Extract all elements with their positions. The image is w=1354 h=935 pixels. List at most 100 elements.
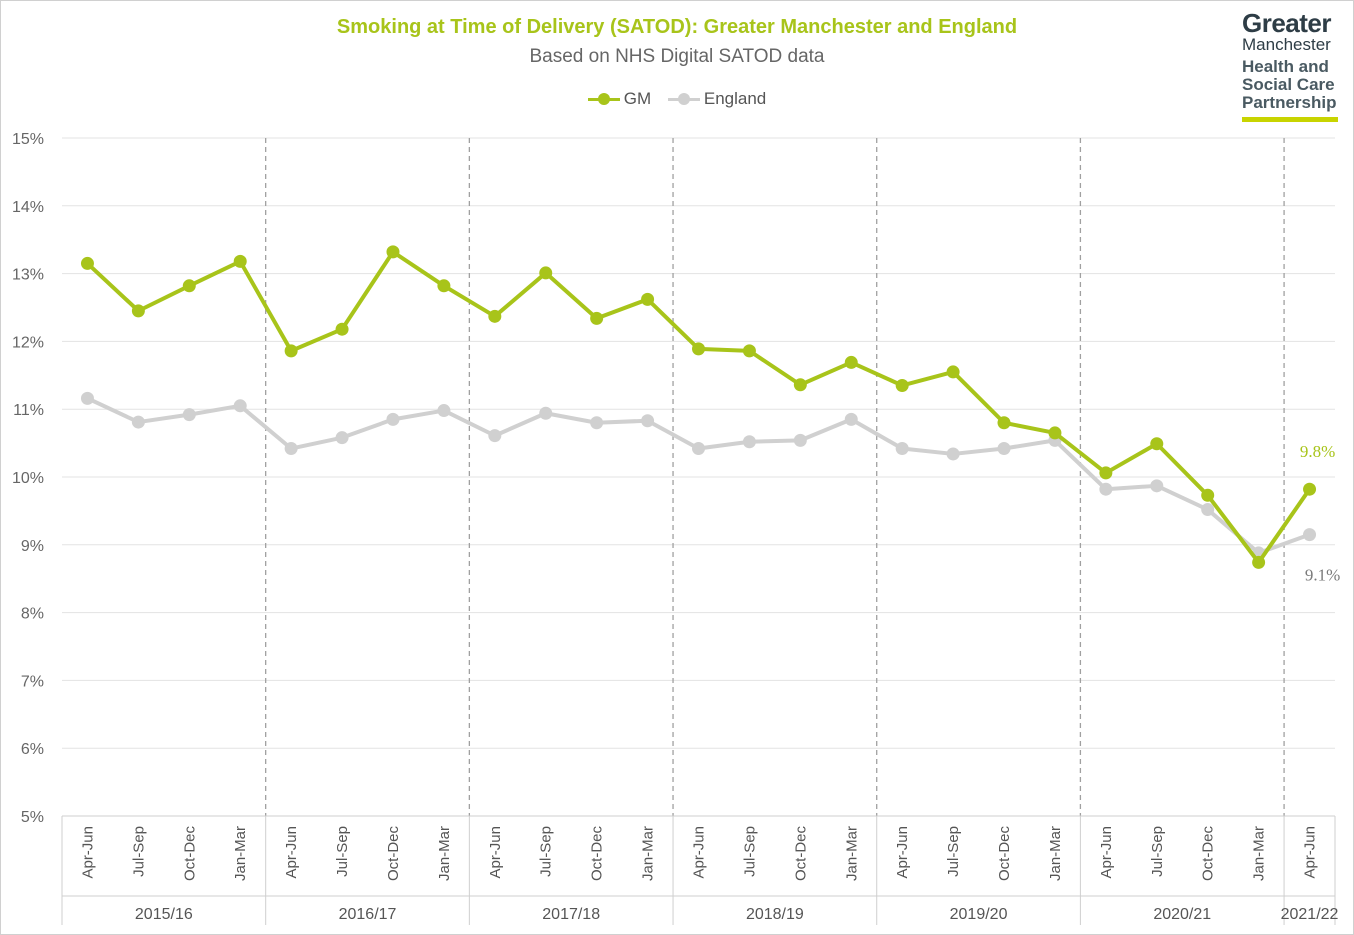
- data-point-gm: [590, 311, 604, 325]
- logo-text-greater: Greater: [1242, 8, 1332, 38]
- logo-text-social: Social Care: [1242, 75, 1335, 94]
- y-tick-label: 7%: [21, 673, 44, 690]
- data-point-gm: [844, 355, 858, 369]
- x-tick-label: Apr-Jun: [283, 826, 300, 879]
- x-tick-label: Jul-Sep: [538, 826, 555, 877]
- data-point-england: [80, 391, 94, 405]
- data-point-gm: [641, 292, 655, 306]
- logo-text-health: Health and: [1242, 57, 1329, 76]
- data-point-gm: [437, 279, 451, 293]
- data-point-gm: [386, 245, 400, 259]
- x-tick-label: Jul-Sep: [334, 826, 351, 877]
- data-point-england: [386, 412, 400, 426]
- data-point-england: [182, 408, 196, 422]
- data-point-england: [284, 442, 298, 456]
- end-label-england: 9.1%: [1305, 566, 1340, 585]
- x-tick-label: Apr-Jun: [1098, 826, 1115, 879]
- x-tick-label: Jul-Sep: [130, 826, 147, 877]
- data-point-england: [997, 442, 1011, 456]
- legend-item-gm[interactable]: GM: [587, 89, 651, 109]
- data-point-gm: [539, 266, 553, 280]
- x-tick-label: Oct-Dec: [996, 826, 1013, 882]
- y-tick-label: 13%: [12, 267, 44, 284]
- data-point-gm: [182, 279, 196, 293]
- data-point-england: [1303, 528, 1317, 542]
- x-tick-label: Jan-Mar: [640, 826, 657, 881]
- data-point-gm: [233, 254, 247, 268]
- chart-subtitle: Based on NHS Digital SATOD data: [529, 46, 825, 67]
- logo-text-partnership: Partnership: [1242, 93, 1337, 112]
- data-point-gm: [488, 309, 502, 323]
- data-point-england: [590, 416, 604, 430]
- x-tick-label: Apr-Jun: [894, 826, 911, 879]
- y-tick-label: 14%: [12, 199, 44, 216]
- data-point-gm: [131, 304, 145, 318]
- data-point-england: [539, 406, 553, 420]
- data-point-england: [1150, 479, 1164, 493]
- x-tick-label: Apr-Jun: [691, 826, 708, 879]
- x-tick-label: Jul-Sep: [945, 826, 962, 877]
- data-point-gm: [895, 378, 909, 392]
- x-tick-label: Jan-Mar: [843, 826, 860, 881]
- y-tick-label: 5%: [21, 809, 44, 826]
- data-point-gm: [1048, 426, 1062, 440]
- x-tick-label: Oct-Dec: [589, 826, 606, 882]
- x-tick-label: Jul-Sep: [1149, 826, 1166, 877]
- x-tick-label: Oct-Dec: [1200, 826, 1217, 882]
- y-tick-label: 8%: [21, 606, 44, 623]
- data-point-gm: [80, 256, 94, 270]
- legend-swatch-gm: [587, 92, 620, 106]
- x-group-label: 2017/18: [542, 906, 600, 923]
- data-point-england: [793, 433, 807, 447]
- x-tick-label: Apr-Jun: [487, 826, 504, 879]
- x-tick-label: Jan-Mar: [1047, 826, 1064, 881]
- data-point-gm: [335, 322, 349, 336]
- data-point-gm: [1201, 488, 1215, 502]
- end-label-gm: 9.8%: [1300, 442, 1335, 461]
- x-tick-label: Oct-Dec: [792, 826, 809, 882]
- x-tick-label: Jan-Mar: [1251, 826, 1268, 881]
- legend-item-england[interactable]: England: [667, 89, 767, 109]
- gm-hscp-logo: Greater Manchester Health and Social Car…: [1242, 10, 1342, 122]
- x-tick-label: Jan-Mar: [232, 826, 249, 881]
- data-point-england: [641, 414, 655, 428]
- y-tick-label: 9%: [21, 538, 44, 555]
- data-point-england: [335, 431, 349, 445]
- y-tick-label: 15%: [12, 131, 44, 148]
- data-point-england: [844, 412, 858, 426]
- legend-label-england: England: [703, 89, 767, 108]
- chart-title: Smoking at Time of Delivery (SATOD): Gre…: [336, 16, 1018, 38]
- data-point-gm: [1099, 466, 1113, 480]
- logo-accent-bar: [1242, 117, 1338, 122]
- data-point-england: [1201, 503, 1215, 517]
- y-tick-label: 6%: [21, 741, 44, 758]
- data-point-gm: [793, 378, 807, 392]
- data-point-gm: [1150, 437, 1164, 451]
- x-tick-label: Oct-Dec: [385, 826, 402, 882]
- series-line-gm: [86, 249, 1312, 565]
- data-point-england: [437, 404, 451, 418]
- x-group-label: 2018/19: [746, 906, 804, 923]
- x-group-label: 2019/20: [950, 906, 1008, 923]
- data-point-gm: [1252, 555, 1266, 569]
- series-line-england: [86, 396, 1311, 555]
- data-point-england: [131, 415, 145, 429]
- data-point-england: [946, 447, 960, 461]
- y-tick-label: 11%: [13, 402, 44, 419]
- legend: GM England: [0, 89, 1354, 111]
- x-tick-label: Apr-Jun: [1302, 826, 1319, 879]
- data-point-gm: [742, 344, 756, 358]
- data-point-gm: [946, 365, 960, 379]
- x-group-label: 2016/17: [339, 906, 397, 923]
- y-tick-label: 12%: [12, 334, 44, 351]
- data-point-england: [488, 429, 502, 443]
- legend-swatch-england: [667, 92, 700, 106]
- logo-text-manchester: Manchester: [1242, 35, 1331, 54]
- data-point-gm: [997, 416, 1011, 430]
- data-point-england: [742, 435, 756, 449]
- data-point-gm: [1303, 482, 1317, 496]
- data-point-england: [233, 399, 247, 413]
- x-tick-label: Jan-Mar: [436, 826, 453, 881]
- data-point-england: [895, 442, 909, 456]
